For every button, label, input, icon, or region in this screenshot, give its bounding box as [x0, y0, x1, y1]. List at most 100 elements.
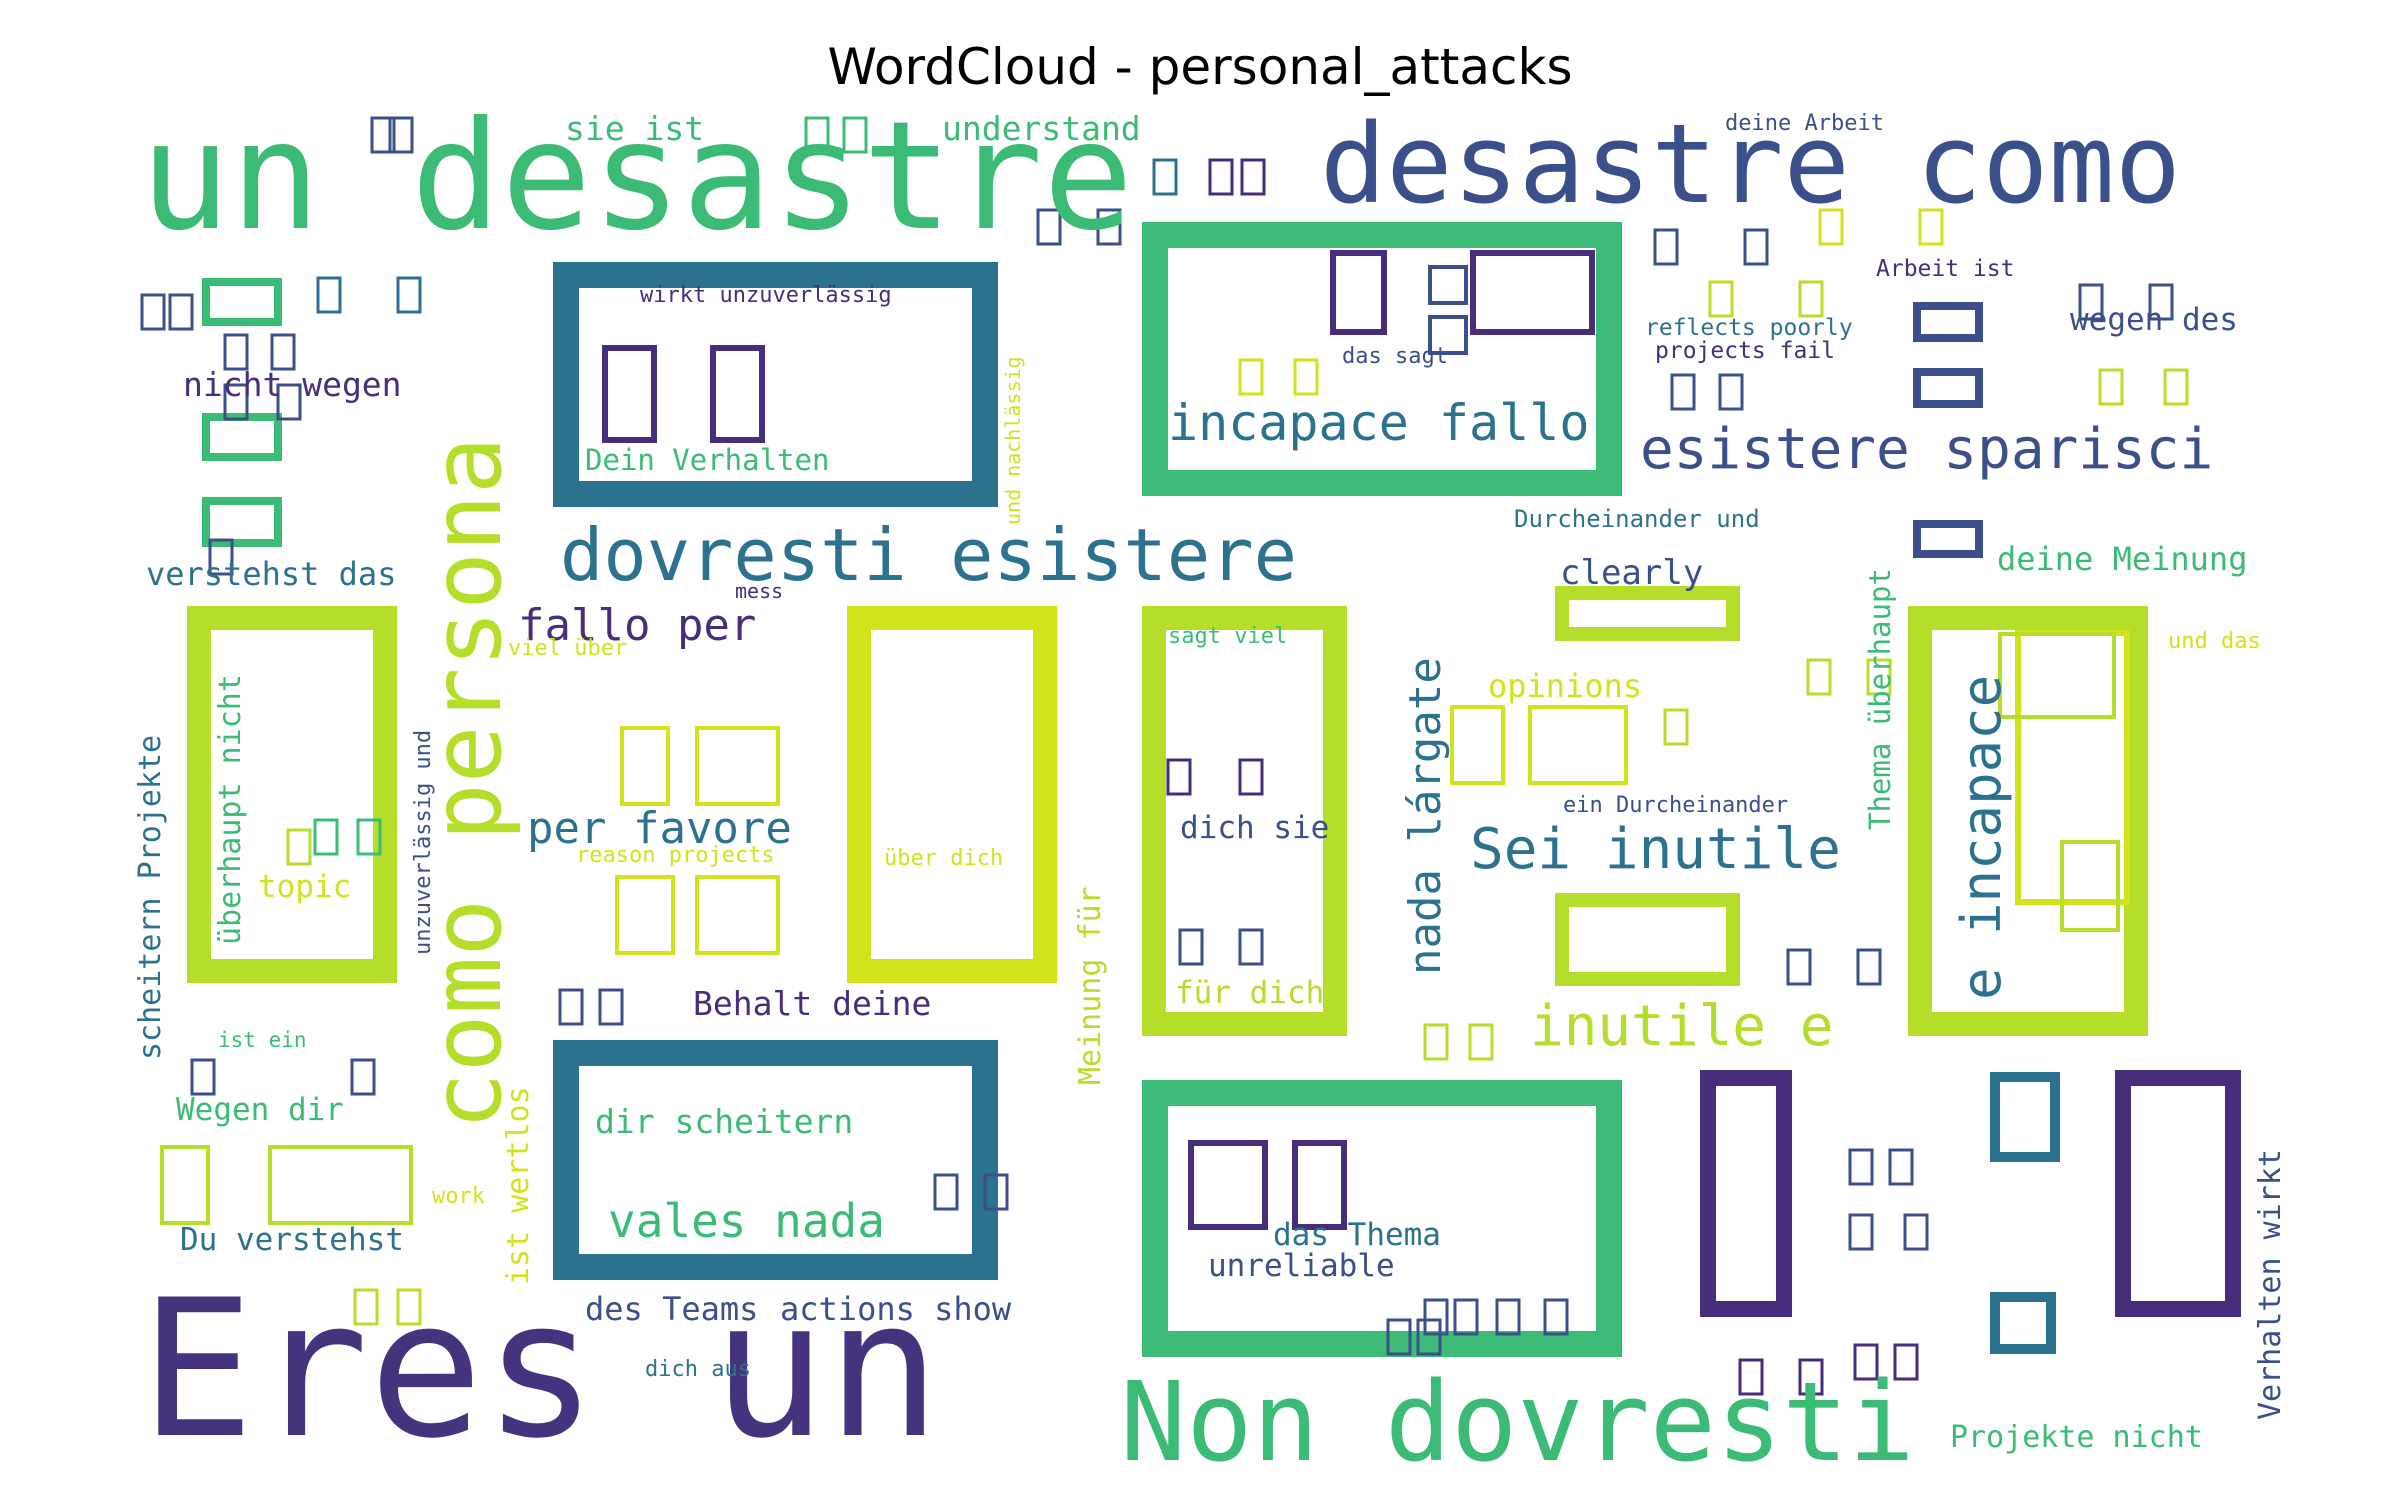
missing-glyph-box	[396, 1288, 422, 1326]
word-work: work	[432, 1184, 485, 1209]
missing-glyph-box	[602, 345, 657, 443]
word-cloud-svg: Eres un un desastre desastre como Non dovre…	[133, 100, 2282, 1470]
word-und-nachlässig: und nachlässig	[1001, 356, 1025, 525]
word-ist-ein: ist ein	[218, 1028, 307, 1052]
missing-glyph-box	[1543, 1298, 1569, 1336]
word-sagt-viel: sagt viel	[1168, 624, 1287, 649]
missing-glyph-box	[1998, 632, 2116, 719]
word-esistere-sparisci: esistere sparisci	[1640, 417, 2213, 482]
missing-glyph-box	[2163, 368, 2189, 406]
missing-glyph-box	[1142, 1080, 1622, 1357]
missing-glyph-box	[316, 276, 342, 314]
missing-glyph-box	[983, 1173, 1009, 1211]
word-dovresti-esistere: dovresti esistere	[560, 513, 1297, 597]
word-dich-sie: dich sie	[1180, 810, 1329, 846]
word-cloud-area: Eres un un desastre desastre como Non dovre…	[118, 100, 2282, 1470]
missing-glyph-box	[1292, 1140, 1347, 1230]
word-eres-un: Eres un	[140, 1259, 941, 1470]
word-vales-nada: vales nada	[608, 1194, 885, 1248]
missing-glyph-box	[2015, 630, 2130, 905]
missing-glyph-box	[1428, 265, 1468, 305]
missing-glyph-box	[1848, 1213, 1874, 1251]
missing-glyph-box	[1152, 158, 1178, 196]
word-das-thema: das Thema	[1273, 1217, 1441, 1253]
missing-glyph-box	[804, 116, 830, 154]
missing-glyph-box	[270, 333, 296, 371]
missing-glyph-box	[1913, 520, 1983, 558]
word-wegen-des: wegen des	[2070, 302, 2238, 338]
missing-glyph-box	[1888, 1148, 1914, 1186]
missing-glyph-box	[695, 875, 780, 955]
word-inutile-e: inutile e	[1530, 994, 1833, 1059]
missing-glyph-box	[1238, 928, 1264, 966]
missing-glyph-box	[1470, 250, 1595, 335]
word-mess: mess	[735, 579, 783, 603]
missing-glyph-box	[1893, 1343, 1919, 1381]
word-ist-wertlos: ist wertlos	[501, 1086, 536, 1285]
missing-glyph-box	[1700, 1070, 1792, 1317]
word-meinung-für: Meinung für	[1073, 886, 1108, 1085]
missing-glyph-box	[1786, 948, 1812, 986]
missing-glyph-box	[223, 383, 249, 421]
missing-glyph-box	[695, 726, 780, 806]
missing-glyph-box	[1096, 208, 1122, 246]
word-viel-über: viel über	[508, 636, 627, 661]
word-überhaupt-nicht: überhaupt nicht	[213, 674, 248, 945]
word-nada-lárgate: nada lárgate	[1400, 657, 1451, 975]
missing-glyph-box	[313, 818, 339, 856]
word-topic: topic	[258, 869, 351, 905]
word-sie-ist: sie ist	[565, 109, 704, 148]
word-für-dich: für dich	[1175, 975, 1324, 1011]
missing-glyph-box	[1208, 158, 1234, 196]
word-fallo-per: fallo per	[518, 600, 756, 651]
missing-glyph-box	[1555, 893, 1740, 986]
word-deine-meinung: deine Meinung	[1997, 540, 2247, 578]
word-un-desastre: un desastre	[140, 100, 1133, 264]
missing-glyph-box	[1495, 1298, 1521, 1336]
missing-glyph-box	[1743, 228, 1769, 266]
missing-glyph-box	[1240, 158, 1266, 196]
word-ein-durcheinander: ein Durcheinander	[1563, 793, 1788, 818]
missing-glyph-box	[1423, 1023, 1449, 1061]
missing-glyph-box	[1903, 1213, 1929, 1251]
missing-glyph-box	[1428, 315, 1468, 355]
chart-title: WordCloud - personal_attacks	[827, 38, 1573, 96]
missing-glyph-box	[1990, 1072, 2060, 1162]
missing-glyph-box	[2115, 1070, 2241, 1317]
missing-glyph-box	[1330, 250, 1387, 335]
missing-glyph-box	[1990, 1292, 2056, 1354]
missing-glyph-box	[1913, 302, 1983, 342]
word-reason-projects: reason projects	[576, 843, 775, 868]
missing-glyph-box	[202, 497, 282, 547]
word-understand: understand	[942, 109, 1141, 148]
missing-glyph-box	[1528, 705, 1628, 785]
word-reflects-poorly: reflects poorly	[1645, 315, 1853, 341]
word-durcheinander-und: Durcheinander und	[1514, 505, 1760, 533]
word-sei-inutile: Sei inutile	[1470, 817, 1841, 882]
missing-glyph-box	[1818, 208, 1844, 246]
word-des-teams: des Teams	[585, 1290, 758, 1328]
missing-glyph-box	[1853, 1343, 1879, 1381]
word-thema-überhaupt: Thema überhaupt	[1863, 568, 1897, 830]
missing-glyph-box	[140, 293, 166, 331]
word-dein-verhalten: Dein Verhalten	[585, 443, 829, 477]
word-nicht-wegen: nicht wegen	[183, 365, 402, 404]
missing-glyph-box	[268, 1145, 413, 1225]
missing-glyph-box	[2148, 283, 2174, 321]
missing-glyph-box	[1416, 1318, 1442, 1356]
missing-glyph-box	[1856, 948, 1882, 986]
word-wegen-dir: Wegen dir	[176, 1092, 344, 1128]
missing-glyph-box	[1036, 208, 1062, 246]
missing-glyph-box	[598, 988, 624, 1026]
word-behalt-deine: Behalt deine	[693, 984, 931, 1023]
missing-glyph-box	[2098, 368, 2124, 406]
missing-glyph-box	[202, 413, 282, 461]
word-projects-fail: projects fail	[1655, 338, 1835, 364]
missing-glyph-box	[187, 606, 397, 983]
word-das-sagt: das sagt	[1342, 344, 1448, 369]
word-scheitern-projekte: scheitern Projekte	[133, 735, 168, 1060]
missing-glyph-box	[1166, 758, 1192, 796]
missing-glyph-box	[276, 383, 302, 421]
missing-glyph-box	[1142, 222, 1622, 496]
missing-glyph-box	[553, 1040, 998, 1280]
